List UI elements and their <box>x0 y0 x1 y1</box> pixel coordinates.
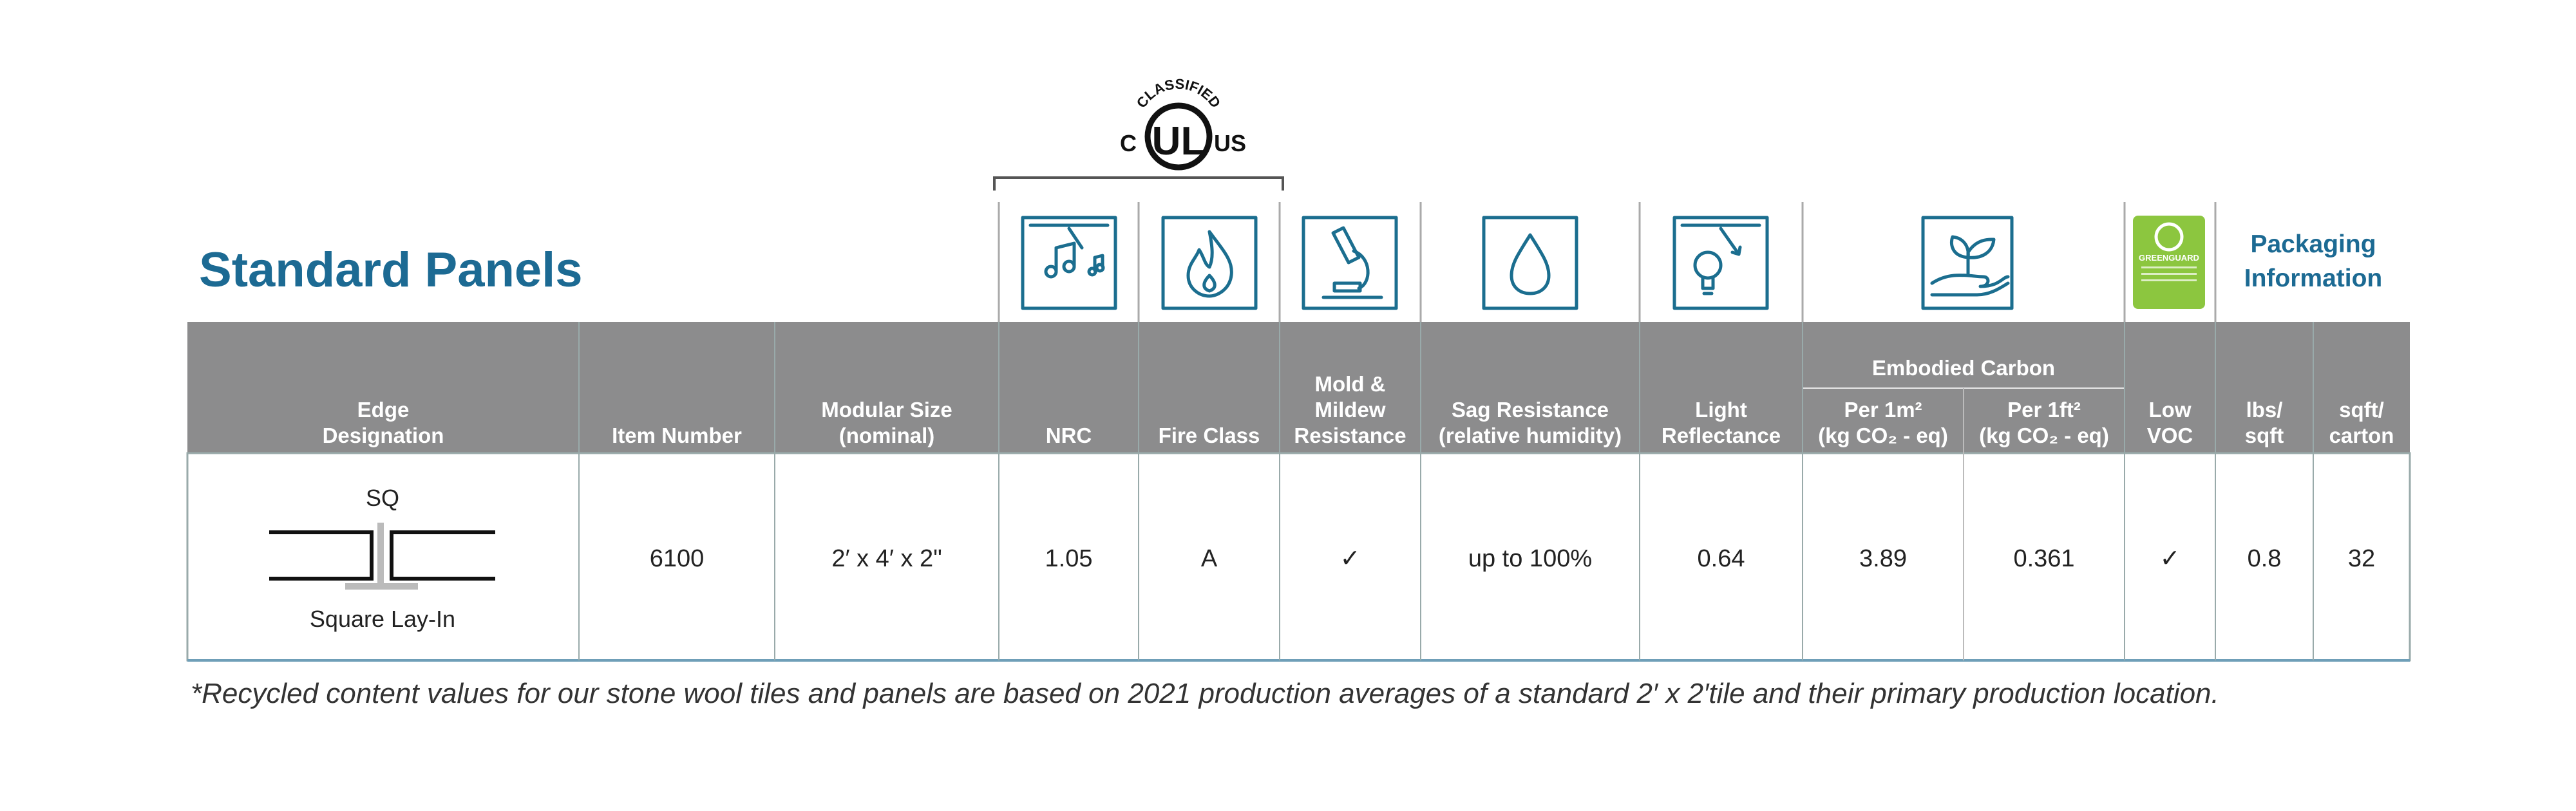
title: Standard Panels <box>199 243 583 297</box>
cell: 32 <box>2348 545 2375 572</box>
icon-carbon <box>1921 216 2014 310</box>
packaging-label: Packaging <box>2250 230 2376 258</box>
column-header: Light <box>1695 398 1747 422</box>
column-header: Reflectance <box>1662 424 1781 447</box>
edge-code: SQ <box>366 485 399 511</box>
cell: 1.05 <box>1045 545 1093 572</box>
column-header: Mold & <box>1315 372 1386 396</box>
cell: 2′ x 4′ x 2" <box>831 545 942 572</box>
ul-logo: UL CLASSIFIED C US <box>1120 76 1246 171</box>
column-header: sqft <box>2245 424 2284 447</box>
column-header: Item Number <box>612 424 742 447</box>
column-header: (kg CO₂ - eq) <box>1818 424 1948 447</box>
icon-fire <box>1161 216 1258 310</box>
group-header: Embodied Carbon <box>1872 356 2055 380</box>
column-header: Fire Class <box>1159 424 1260 447</box>
column-header: (relative humidity) <box>1439 424 1622 447</box>
column-header: Low <box>2149 398 2192 422</box>
column-header: Sag Resistance <box>1452 398 1609 422</box>
icon-nrc <box>1021 216 1117 310</box>
icon-sag <box>1482 216 1578 310</box>
cell: 6100 <box>650 545 705 572</box>
column-header: (kg CO₂ - eq) <box>1979 424 2109 447</box>
column-header: Designation <box>323 424 444 447</box>
column-header: Mildew <box>1314 398 1385 422</box>
cell: 0.8 <box>2248 545 2282 572</box>
cell: 0.64 <box>1698 545 1745 572</box>
edge-name: Square Lay-In <box>310 606 455 632</box>
column-header: Edge <box>357 398 410 422</box>
column-header: VOC <box>2147 424 2193 447</box>
column-header: sqft/ <box>2339 398 2384 422</box>
column-header: Resistance <box>1294 424 1406 447</box>
column-header: carton <box>2329 424 2394 447</box>
packaging-label: Information <box>2244 265 2382 292</box>
column-header: NRC <box>1046 424 1092 447</box>
cell: ✓ <box>1340 545 1361 572</box>
row-box <box>186 452 2411 662</box>
cell: A <box>1201 545 1218 572</box>
ul-c: C <box>1120 130 1137 156</box>
column-header: (nominal) <box>839 424 934 447</box>
icon-mold <box>1302 216 1398 310</box>
cell: 3.89 <box>1859 545 1907 572</box>
ul-us: US <box>1214 130 1246 156</box>
icon-greenguard: GREENGUARD <box>2133 216 2205 309</box>
footnote: *Recycled content values for our stone w… <box>191 678 2219 709</box>
column-header: Modular Size <box>821 398 952 422</box>
column-header: lbs/ <box>2246 398 2283 422</box>
bracket <box>993 176 1284 191</box>
cell: ✓ <box>2160 545 2181 572</box>
cell: 0.361 <box>2013 545 2074 572</box>
cell: up to 100% <box>1468 545 1592 572</box>
greenguard-label: GREENGUARD <box>2139 253 2199 263</box>
icon-separators <box>998 202 2217 322</box>
column-header: Per 1ft² <box>2007 398 2081 422</box>
column-header: Per 1m² <box>1844 398 1922 422</box>
icon-light <box>1672 216 1769 310</box>
edge-drawing <box>269 523 495 590</box>
ul-mark: UL <box>1152 119 1206 163</box>
